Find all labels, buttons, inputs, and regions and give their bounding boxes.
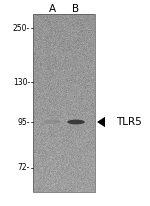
Text: 130-: 130- — [13, 77, 30, 87]
Text: 95-: 95- — [18, 117, 30, 126]
Text: TLR5: TLR5 — [116, 117, 142, 127]
Text: A: A — [48, 4, 56, 14]
Ellipse shape — [44, 120, 60, 124]
Text: B: B — [72, 4, 80, 14]
Text: 250-: 250- — [13, 23, 30, 33]
Ellipse shape — [67, 120, 85, 124]
Text: 72-: 72- — [18, 164, 30, 172]
Bar — [33, 14, 95, 192]
Polygon shape — [97, 117, 105, 127]
